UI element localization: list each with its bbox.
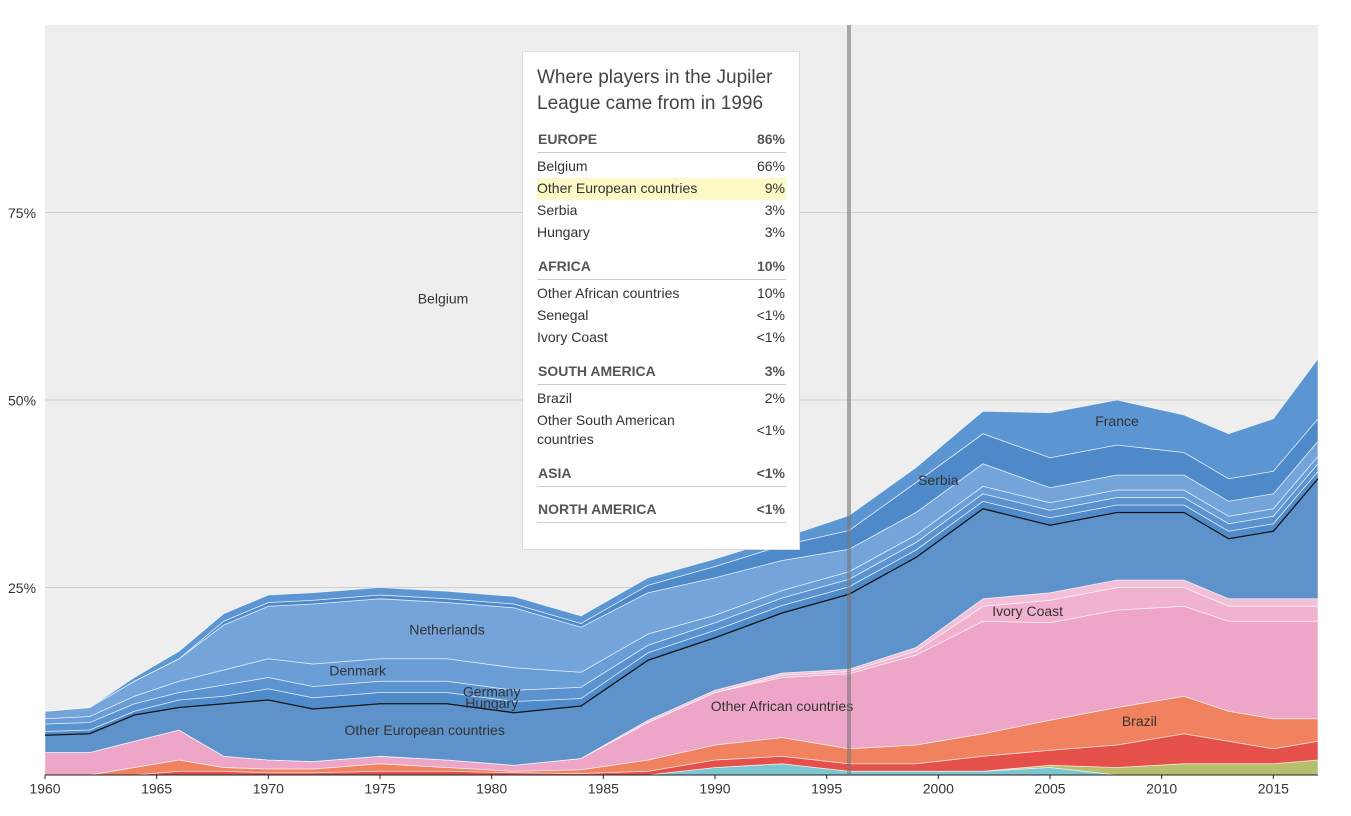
group-header: EUROPE 86% — [537, 131, 786, 153]
group-name: ASIA — [538, 465, 572, 481]
series-label: Other European countries — [345, 722, 505, 738]
x-tick-label: 1980 — [476, 781, 507, 797]
row-share: 3% — [764, 202, 785, 218]
x-tick-label: 1965 — [141, 781, 172, 797]
row-share: 9% — [764, 180, 785, 196]
tooltip-row: Belgium 66% — [537, 156, 786, 178]
tooltip-row: Serbia 3% — [537, 200, 786, 222]
row-share: <1% — [756, 421, 785, 438]
x-tick-label: 1985 — [588, 781, 619, 797]
row-name: Hungary — [537, 224, 590, 240]
x-tick-label: 1990 — [699, 781, 730, 797]
row-share: <1% — [756, 329, 785, 345]
group-share: 3% — [764, 363, 785, 379]
boundary-line — [44, 478, 1319, 736]
row-share: 2% — [764, 390, 785, 406]
tooltip-group: ASIA <1% — [537, 465, 786, 487]
row-name: Other South American countries — [537, 412, 675, 447]
group-share: <1% — [756, 465, 785, 481]
group-name: EUROPE — [538, 131, 598, 147]
tooltip-row: Hungary 3% — [537, 222, 786, 244]
group-name: SOUTH AMERICA — [538, 363, 656, 379]
x-tick-label: 1960 — [29, 781, 60, 797]
tooltip-row: Ivory Coast <1% — [537, 327, 786, 349]
group-header: SOUTH AMERICA 3% — [537, 363, 786, 385]
x-tick-label: 2005 — [1034, 781, 1065, 797]
series-label: Germany — [463, 684, 521, 700]
row-name: Belgium — [537, 158, 588, 174]
x-tick-label: 2010 — [1146, 781, 1177, 797]
x-tick-label: 1995 — [811, 781, 842, 797]
tooltip-row: Senegal <1% — [537, 305, 786, 327]
tooltip-group: SOUTH AMERICA 3% Brazil 2% Other South Ameri… — [537, 363, 786, 451]
tooltip-row: Brazil 2% — [537, 388, 786, 410]
row-share: 10% — [756, 285, 785, 301]
tooltip-row: Other South American countries <1% — [537, 410, 786, 451]
x-tick-label: 2015 — [1258, 781, 1289, 797]
remainder-label: Belgium — [418, 291, 469, 307]
x-tick-label: 1970 — [253, 781, 284, 797]
tooltip-group: EUROPE 86% Belgium 66% Other European countr… — [537, 131, 786, 244]
series-label: Denmark — [329, 662, 387, 678]
x-tick-label: 2000 — [923, 781, 954, 797]
row-name: Ivory Coast — [537, 329, 608, 345]
tooltip-group: NORTH AMERICA <1% — [537, 501, 786, 523]
series-label: Serbia — [918, 472, 959, 488]
y-tick-label: 25% — [8, 580, 36, 596]
series-label: Other African countries — [711, 698, 853, 714]
group-name: NORTH AMERICA — [538, 501, 657, 517]
tooltip-group: AFRICA 10% Other African countries 10% Seneg… — [537, 258, 786, 349]
row-name: Other African countries — [537, 285, 680, 301]
tooltip: Where players in the Jupiler League came… — [522, 51, 800, 550]
row-name: Brazil — [537, 390, 573, 406]
area — [44, 357, 1319, 712]
row-share: 3% — [764, 224, 785, 240]
row-name: Other European countries — [537, 180, 698, 196]
series-label: Hungary — [465, 695, 518, 711]
y-tick-label: 75% — [8, 205, 36, 221]
series-label: France — [1095, 413, 1139, 429]
row-share: 66% — [756, 158, 785, 174]
group-header: ASIA <1% — [537, 465, 786, 487]
tooltip-title: Where players in the Jupiler League came… — [537, 67, 773, 114]
tooltip-row: Other African countries 10% — [537, 283, 786, 305]
tooltip-row: Other European countries 9% — [537, 178, 786, 200]
group-name: AFRICA — [538, 258, 591, 274]
x-tick-label: 1975 — [364, 781, 395, 797]
group-header: AFRICA 10% — [537, 258, 786, 280]
group-header: NORTH AMERICA <1% — [537, 501, 786, 523]
series-label: Brazil — [1122, 713, 1157, 729]
group-share: 86% — [756, 131, 785, 147]
row-share: <1% — [756, 307, 785, 323]
row-name: Serbia — [537, 202, 578, 218]
group-share: 10% — [756, 258, 785, 274]
series-label: Netherlands — [409, 621, 485, 637]
row-name: Senegal — [537, 307, 589, 323]
series-label: Ivory Coast — [992, 603, 1063, 619]
y-tick-label: 50% — [8, 393, 36, 409]
group-share: <1% — [756, 501, 785, 517]
